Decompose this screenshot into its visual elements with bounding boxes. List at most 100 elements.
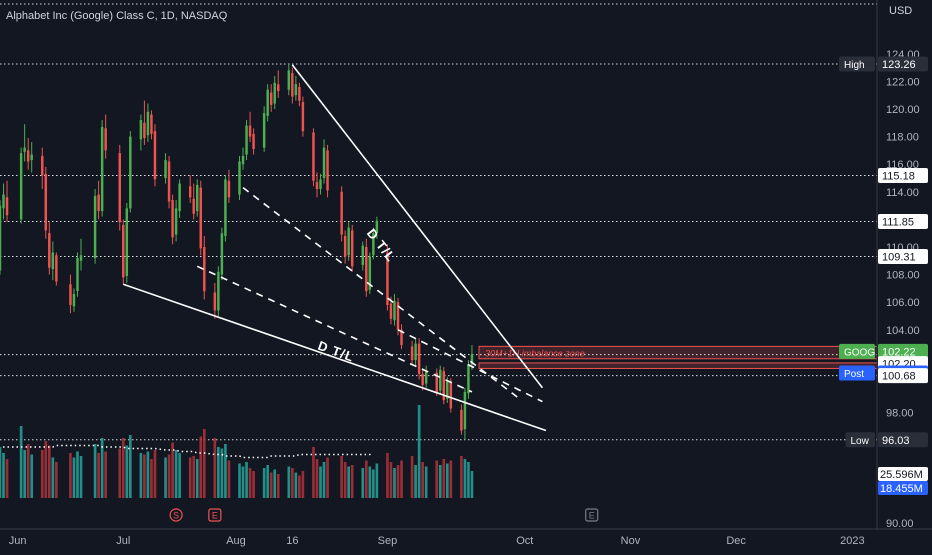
candle-body — [129, 136, 132, 209]
candle-body — [435, 372, 438, 392]
candle-body — [174, 208, 178, 235]
candle-body — [118, 153, 121, 223]
volume-bar — [245, 462, 248, 498]
volume-bar — [361, 468, 365, 498]
candle-body — [463, 391, 467, 430]
volume-bar — [449, 460, 453, 498]
volume-bar — [220, 448, 224, 498]
volume-bar — [298, 475, 301, 498]
candle-body — [26, 150, 30, 162]
volume-bar — [23, 450, 26, 498]
volume-average-line — [0, 444, 374, 459]
volume-bar — [26, 444, 30, 498]
price-tick-label: 122.00 — [886, 76, 920, 88]
candle-body — [350, 230, 354, 267]
candle-body — [93, 195, 97, 259]
trendline[interactable] — [123, 283, 547, 432]
volume-bar — [340, 456, 343, 498]
price-badge — [878, 56, 928, 72]
volume-bar — [171, 442, 174, 498]
volume-bar — [287, 466, 291, 498]
volume-bar — [167, 454, 171, 498]
price-tick-label: 114.00 — [886, 187, 919, 199]
volume-bar — [326, 457, 329, 498]
trendline[interactable] — [242, 187, 519, 399]
price-tick-label: 108.00 — [886, 270, 920, 282]
candle-body — [122, 224, 125, 278]
volume-bar — [5, 459, 9, 498]
candle-body — [301, 102, 305, 132]
volume-bar — [269, 472, 273, 498]
volume-bar — [51, 457, 55, 498]
time-tick-label: Dec — [726, 535, 746, 547]
volume-bar — [238, 463, 241, 498]
event-marker[interactable] — [585, 508, 599, 522]
time-tick-label: Jun — [9, 535, 27, 547]
price-badge-tag-label: Post — [844, 369, 864, 380]
event-marker-label: E — [589, 511, 595, 521]
time-tick-label: Sep — [378, 535, 398, 547]
candle-body — [315, 182, 319, 190]
candle-body — [171, 200, 174, 238]
candle-body — [319, 179, 322, 190]
candle-body — [386, 252, 389, 305]
price-badge — [878, 343, 928, 359]
volume-bar — [386, 453, 389, 498]
trendline[interactable] — [397, 329, 543, 403]
candle-body — [375, 220, 379, 234]
time-tick-label: Aug — [226, 535, 246, 547]
candle-body — [167, 161, 171, 202]
candle-body — [287, 70, 291, 90]
price-badge-value: 109.31 — [882, 252, 916, 264]
volume-bar — [195, 459, 199, 498]
price-tick-label: 120.00 — [886, 104, 920, 116]
candle-body — [460, 409, 463, 431]
trendline[interactable] — [196, 265, 473, 393]
volume-bar — [470, 471, 474, 498]
candle-body — [41, 155, 44, 176]
volume-bar — [463, 459, 467, 498]
candle-body — [51, 252, 55, 270]
chart-title: Alphabet Inc (Google) Class C, 1D, NASDA… — [6, 10, 228, 22]
price-tick-label: 104.00 — [886, 325, 920, 337]
candle-body — [188, 186, 192, 198]
time-tick-label: 16 — [286, 535, 298, 547]
price-badge-tag — [839, 365, 875, 381]
price-badge-tag — [845, 432, 875, 448]
candle-body — [203, 247, 206, 292]
volume-bar — [266, 465, 269, 498]
volume-bar — [393, 468, 396, 498]
event-marker[interactable] — [208, 508, 222, 522]
candle-body — [72, 293, 76, 307]
candle-body — [153, 131, 157, 180]
candle-body — [273, 82, 276, 104]
volume-bar — [188, 457, 192, 498]
volume-bar — [69, 453, 72, 498]
volume-bar — [55, 462, 58, 498]
candle-body — [414, 343, 417, 361]
candle-body — [5, 197, 9, 216]
candle-body — [410, 346, 414, 361]
candle-body — [424, 371, 428, 384]
volume-bar — [128, 435, 132, 498]
volume-bar — [421, 462, 424, 498]
trendline[interactable] — [291, 64, 544, 389]
price-badge-value: 115.18 — [882, 171, 915, 183]
candle-body — [248, 125, 252, 137]
volume-bar — [125, 445, 129, 498]
price-badge-tag-label: High — [844, 60, 865, 71]
candle-body — [192, 198, 195, 214]
candle-body — [252, 133, 255, 150]
event-marker-label: S — [173, 511, 179, 521]
event-marker[interactable] — [169, 508, 183, 522]
volume-bar — [153, 450, 157, 498]
candle-body — [55, 255, 58, 282]
volume-bar — [467, 462, 470, 498]
candle-body — [294, 84, 298, 96]
volume-bar — [372, 469, 375, 498]
imbalance-zone — [478, 362, 878, 369]
candle-body — [139, 120, 143, 140]
volume-bar — [47, 445, 51, 498]
volume-bar — [291, 468, 294, 498]
